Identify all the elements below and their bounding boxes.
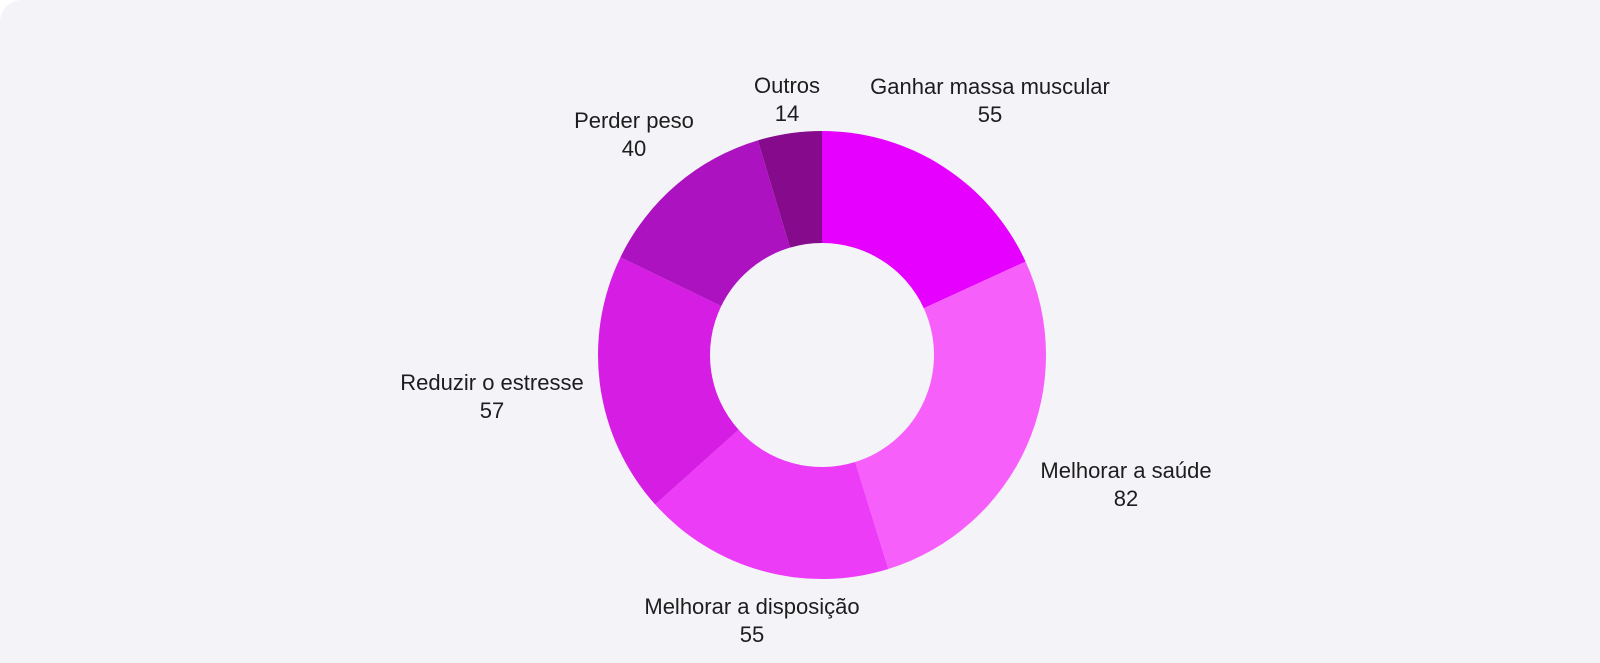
label-value-reduzir-o-estresse: 57 [480, 398, 504, 423]
label-value-outros: 14 [775, 101, 799, 126]
slice-melhorar-a-saude[interactable] [855, 261, 1047, 569]
label-value-ganhar-massa-muscular: 55 [978, 102, 1002, 127]
label-name-perder-peso: Perder peso [574, 108, 694, 133]
slice-perder-peso[interactable] [620, 140, 790, 307]
label-value-melhorar-a-disposicao: 55 [740, 622, 764, 647]
label-name-ganhar-massa-muscular: Ganhar massa muscular [870, 74, 1110, 99]
slice-ganhar-massa-muscular[interactable] [822, 131, 1026, 309]
label-name-melhorar-a-disposicao: Melhorar a disposição [644, 594, 859, 619]
label-name-outros: Outros [754, 73, 820, 98]
donut-slices [598, 131, 1047, 579]
donut-labels: Ganhar massa muscular 55 Melhorar a saúde 8… [400, 73, 1211, 647]
label-name-reduzir-o-estresse: Reduzir o estresse [400, 370, 583, 395]
label-value-perder-peso: 40 [622, 136, 646, 161]
slice-reduzir-o-estresse[interactable] [598, 257, 739, 505]
slice-melhorar-a-disposicao[interactable] [655, 429, 889, 579]
label-name-melhorar-a-saude: Melhorar a saúde [1040, 458, 1211, 483]
label-value-melhorar-a-saude: 82 [1114, 486, 1138, 511]
slice-outros[interactable] [757, 131, 822, 248]
